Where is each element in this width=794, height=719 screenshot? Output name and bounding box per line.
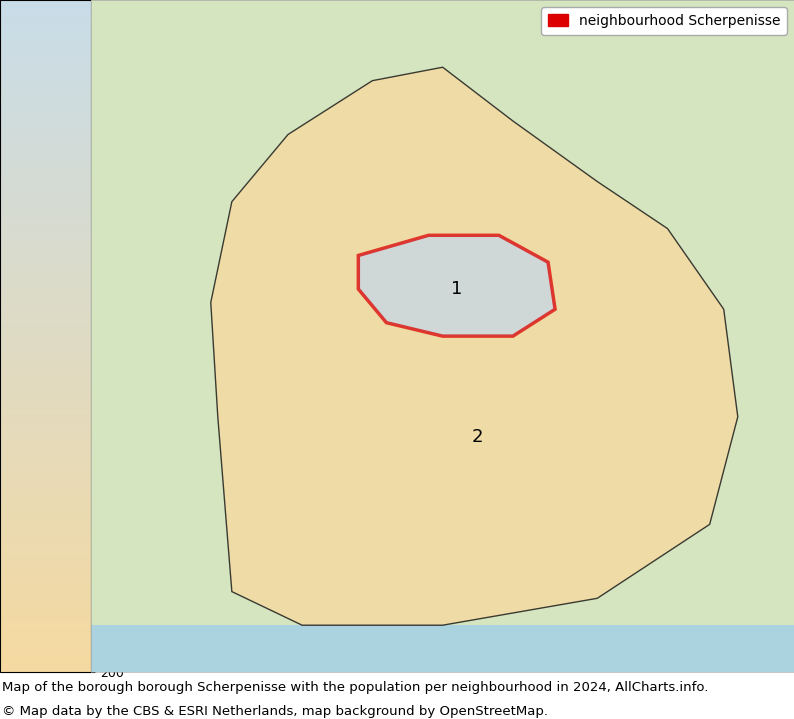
Text: © Map data by the CBS & ESRI Netherlands, map background by OpenStreetMap.: © Map data by the CBS & ESRI Netherlands… xyxy=(2,705,549,718)
Legend: neighbourhood Scherpenisse: neighbourhood Scherpenisse xyxy=(542,7,787,35)
Text: Map of the borough borough Scherpenisse with the population per neighbourhood in: Map of the borough borough Scherpenisse … xyxy=(2,681,709,694)
Text: 1: 1 xyxy=(451,280,462,298)
Text: 2: 2 xyxy=(472,428,484,446)
Polygon shape xyxy=(91,626,794,672)
Polygon shape xyxy=(358,235,555,336)
Polygon shape xyxy=(210,68,738,626)
